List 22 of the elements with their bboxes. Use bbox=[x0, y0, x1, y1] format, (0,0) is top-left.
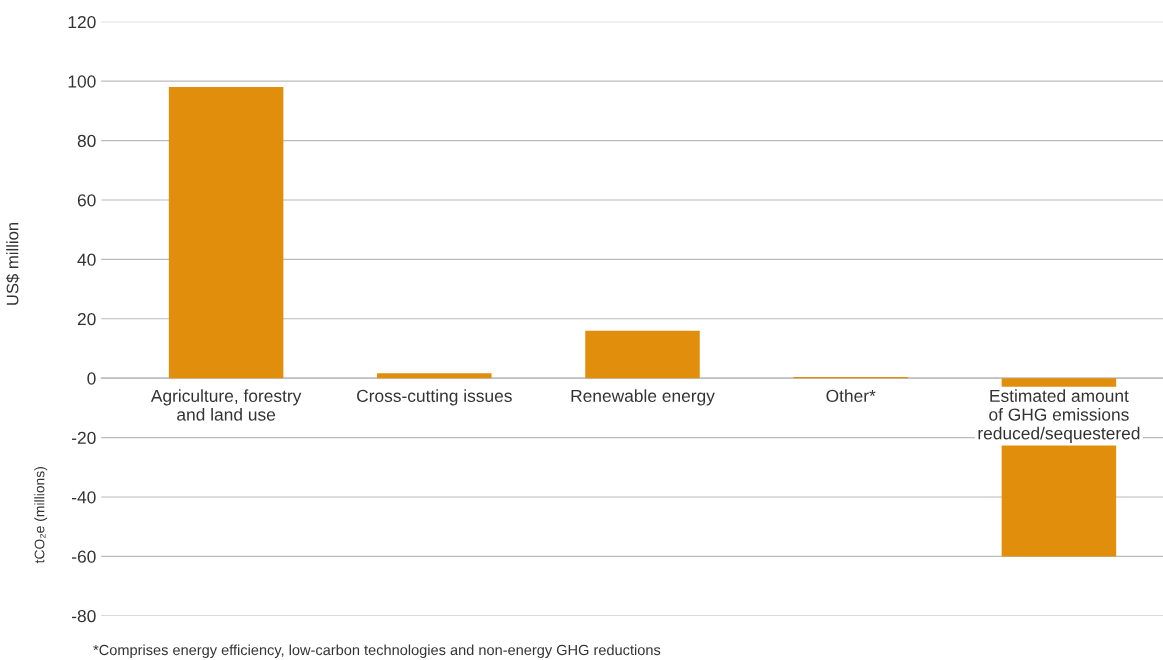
y-tick-label: -20 bbox=[72, 431, 96, 445]
x-tick-label: Renewable energy bbox=[571, 389, 715, 406]
x-tick-label: Agriculture, forestry and land use bbox=[150, 389, 302, 421]
x-tick-label: Other* bbox=[826, 389, 876, 403]
y2-axis-title: tCO₂e (millions) bbox=[34, 467, 48, 564]
x-tick-label: Cross-cutting issues bbox=[357, 389, 512, 406]
y-tick-label: 100 bbox=[68, 75, 96, 88]
y-tick-label: 0 bbox=[87, 372, 96, 385]
y-axis-title: US$ million bbox=[5, 222, 20, 305]
text: *Comprises energy efficiency, low-carbon technologies and non-energy GHG reductions bbox=[93, 644, 661, 659]
y-tick-label: -60 bbox=[72, 550, 96, 563]
bar bbox=[168, 87, 284, 379]
y-tick-label: 40 bbox=[77, 253, 96, 266]
x-tick-label: Estimated amount of GHG emissions reduced/sequestered bbox=[978, 389, 1140, 443]
y-tick-label: 80 bbox=[77, 134, 96, 148]
y-tick-label: -40 bbox=[72, 491, 96, 504]
bar bbox=[585, 330, 700, 379]
y-tick-label: -80 bbox=[72, 609, 96, 623]
y-tick-label: 20 bbox=[77, 312, 96, 326]
bar bbox=[377, 373, 492, 379]
y-tick-label: 60 bbox=[77, 194, 96, 207]
y-tick-label: 120 bbox=[68, 15, 96, 29]
